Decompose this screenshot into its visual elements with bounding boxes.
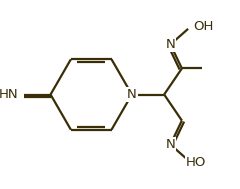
Text: OH: OH xyxy=(193,20,214,33)
Text: N: N xyxy=(127,88,137,101)
Text: N: N xyxy=(166,38,175,51)
Text: HO: HO xyxy=(186,156,206,169)
Text: HN: HN xyxy=(0,88,18,101)
Text: N: N xyxy=(166,138,175,151)
